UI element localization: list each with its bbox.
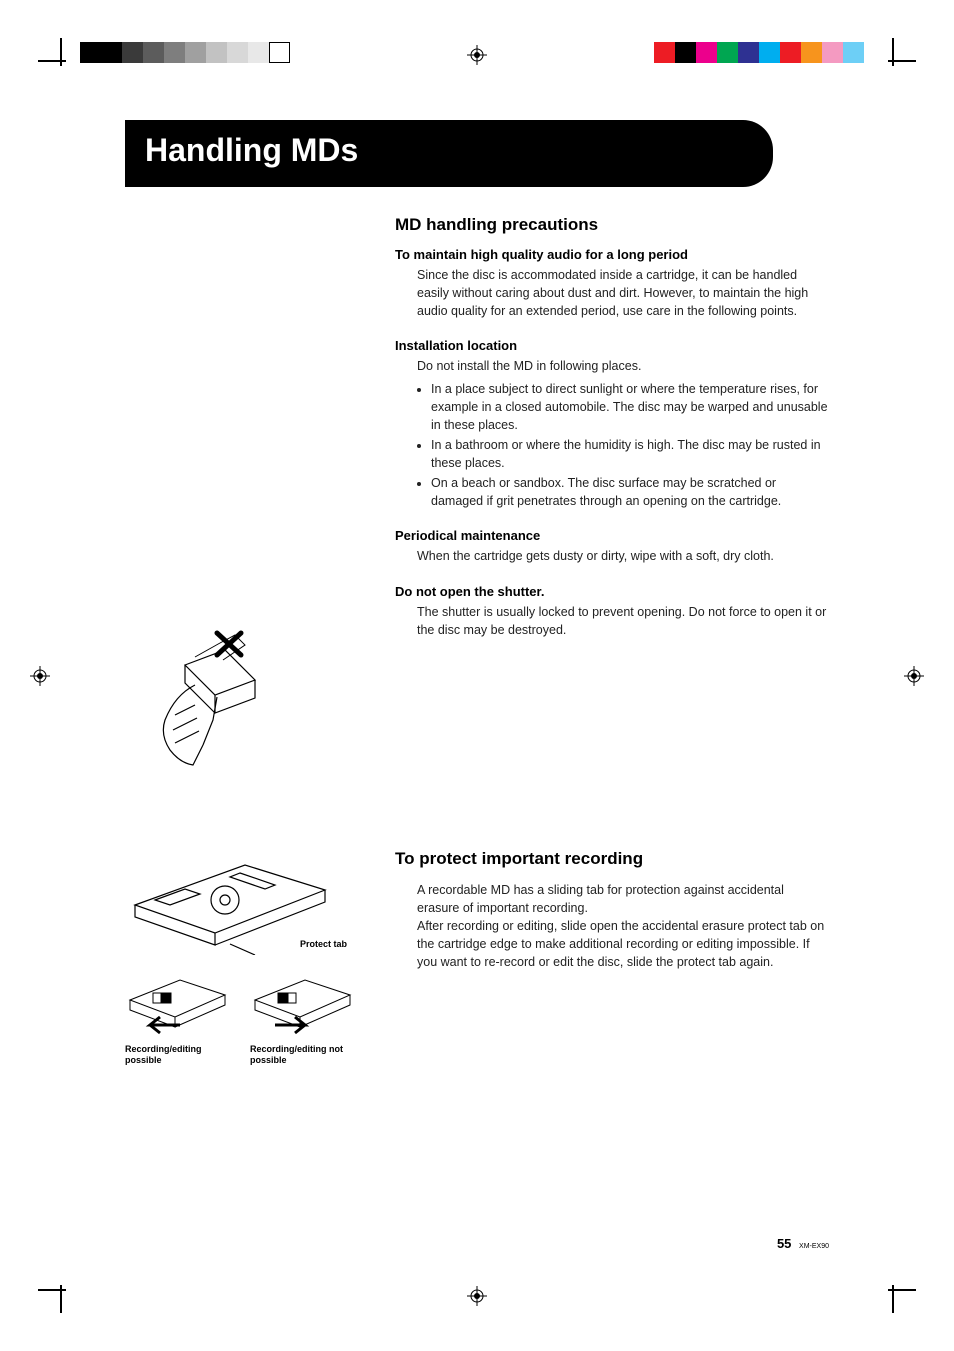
grayscale-swatches — [80, 42, 290, 63]
section1-heading: MD handling precautions — [395, 215, 829, 235]
sub3-text: When the cartridge gets dusty or dirty, … — [417, 547, 829, 565]
title-banner: Handling MDs — [125, 120, 773, 187]
sub1-heading: To maintain high quality audio for a lon… — [395, 247, 829, 262]
registration-icon — [904, 666, 924, 686]
page-number: 55 — [777, 1236, 791, 1251]
caption-possible: Recording/editing possible — [125, 1044, 230, 1067]
md-not-possible: Recording/editing not possible — [250, 965, 355, 1067]
sub2-intro: Do not install the MD in following place… — [417, 357, 829, 375]
left-column: Protect tab — [125, 215, 385, 1067]
protect-tab-label: Protect tab — [300, 939, 347, 949]
protect-tab-illustration: Protect tab — [125, 845, 375, 1067]
md-possible: Recording/editing possible — [125, 965, 230, 1067]
sub3-heading: Periodical maintenance — [395, 528, 829, 543]
page-footer: 55 XM-EX90 — [777, 1236, 829, 1251]
registration-icon — [467, 1286, 487, 1306]
sub1-text: Since the disc is accommodated inside a … — [417, 266, 829, 320]
sub4-heading: Do not open the shutter. — [395, 584, 829, 599]
sub2-heading: Installation location — [395, 338, 829, 353]
color-swatches — [654, 42, 864, 63]
caption-not-possible: Recording/editing not possible — [250, 1044, 355, 1067]
right-column: MD handling precautions To maintain high… — [385, 215, 829, 1067]
sub4-text: The shutter is usually locked to prevent… — [417, 603, 829, 639]
section2-heading: To protect important recording — [395, 849, 829, 869]
section2-text: A recordable MD has a sliding tab for pr… — [417, 881, 829, 972]
page-title: Handling MDs — [145, 132, 753, 169]
list-item: In a place subject to direct sunlight or… — [431, 380, 829, 434]
hand-md-icon — [125, 625, 285, 785]
list-item: On a beach or sandbox. The disc surface … — [431, 474, 829, 510]
md-top-view: Protect tab — [125, 845, 335, 955]
page-content: Handling MDs — [125, 120, 829, 1251]
list-item: In a bathroom or where the humidity is h… — [431, 436, 829, 472]
sub2-bullets: In a place subject to direct sunlight or… — [417, 380, 829, 511]
model-code: XM-EX90 — [799, 1243, 829, 1250]
shutter-illustration — [125, 625, 285, 785]
registration-icon — [30, 666, 50, 686]
registration-icon — [467, 45, 487, 65]
